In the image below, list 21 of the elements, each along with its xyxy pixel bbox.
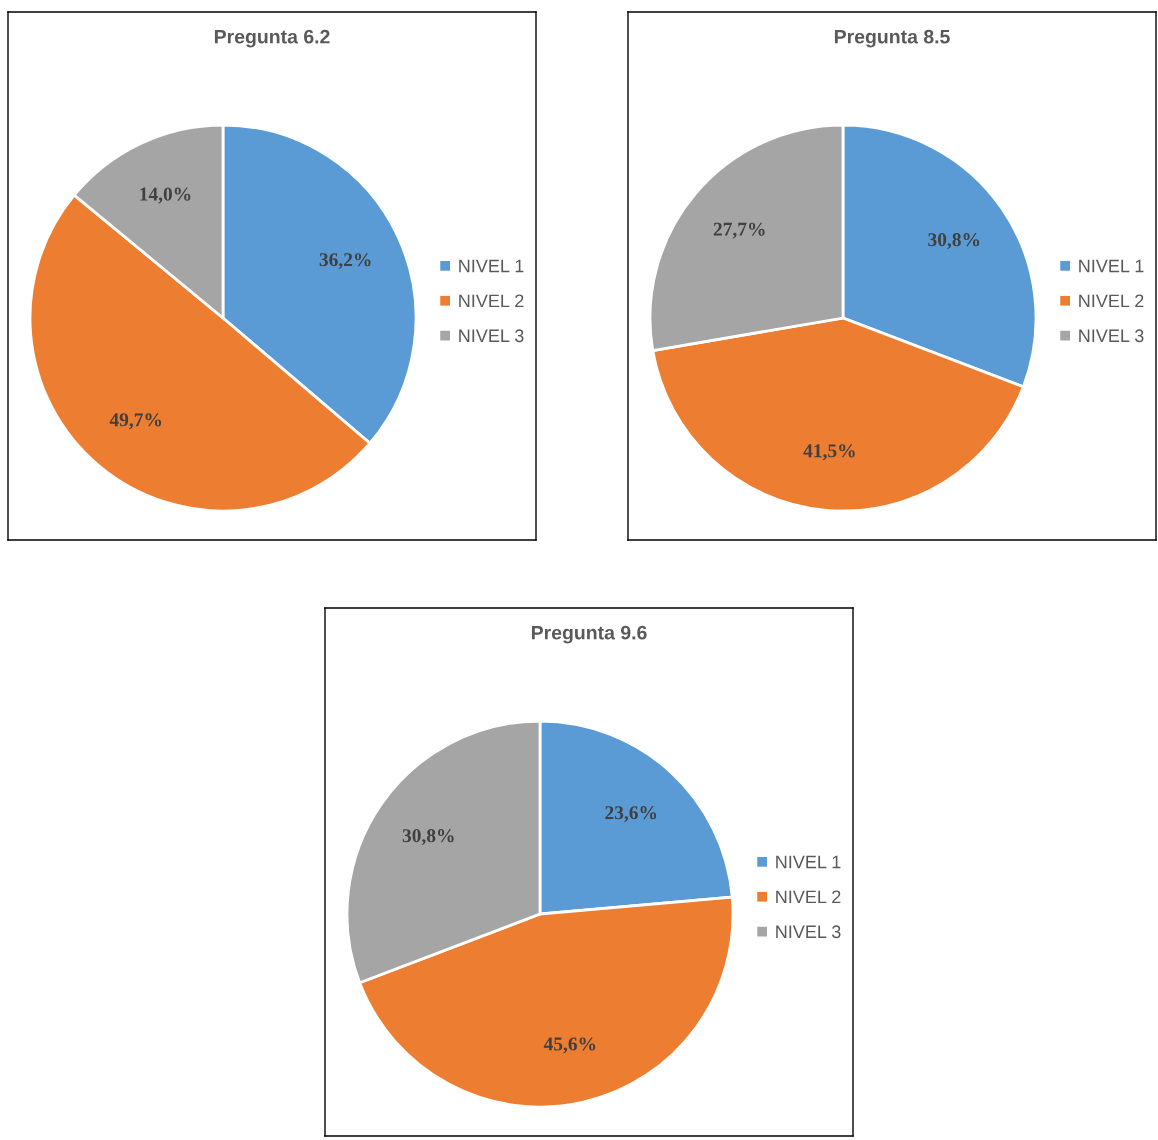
data-label: 45,6%: [543, 1037, 596, 1054]
legend-label: NIVEL 1: [1079, 259, 1144, 273]
data-label: 23,6%: [605, 806, 657, 823]
legend-label: NIVEL 3: [776, 925, 841, 939]
legend-label: NIVEL 1: [459, 259, 524, 273]
legend-label: NIVEL 2: [1079, 294, 1144, 308]
chart-title: Pregunta 9.6: [531, 625, 647, 644]
chart-title: Pregunta 6.2: [214, 29, 330, 48]
legend-label: NIVEL 2: [459, 294, 524, 308]
legend-label: NIVEL 3: [459, 329, 524, 343]
chart-title: Pregunta 8.5: [834, 29, 950, 48]
legend-label: NIVEL 1: [776, 855, 841, 869]
data-label: 30,8%: [928, 233, 980, 250]
data-label: 30,8%: [402, 829, 454, 846]
data-label: 49,7%: [109, 413, 162, 430]
data-label: 27,7%: [713, 222, 765, 239]
data-label: 41,5%: [803, 444, 855, 461]
data-label: 14,0%: [140, 187, 191, 204]
data-label: 36,2%: [319, 253, 371, 270]
legend-label: NIVEL 3: [1079, 329, 1144, 343]
legend-label: NIVEL 2: [776, 890, 841, 904]
